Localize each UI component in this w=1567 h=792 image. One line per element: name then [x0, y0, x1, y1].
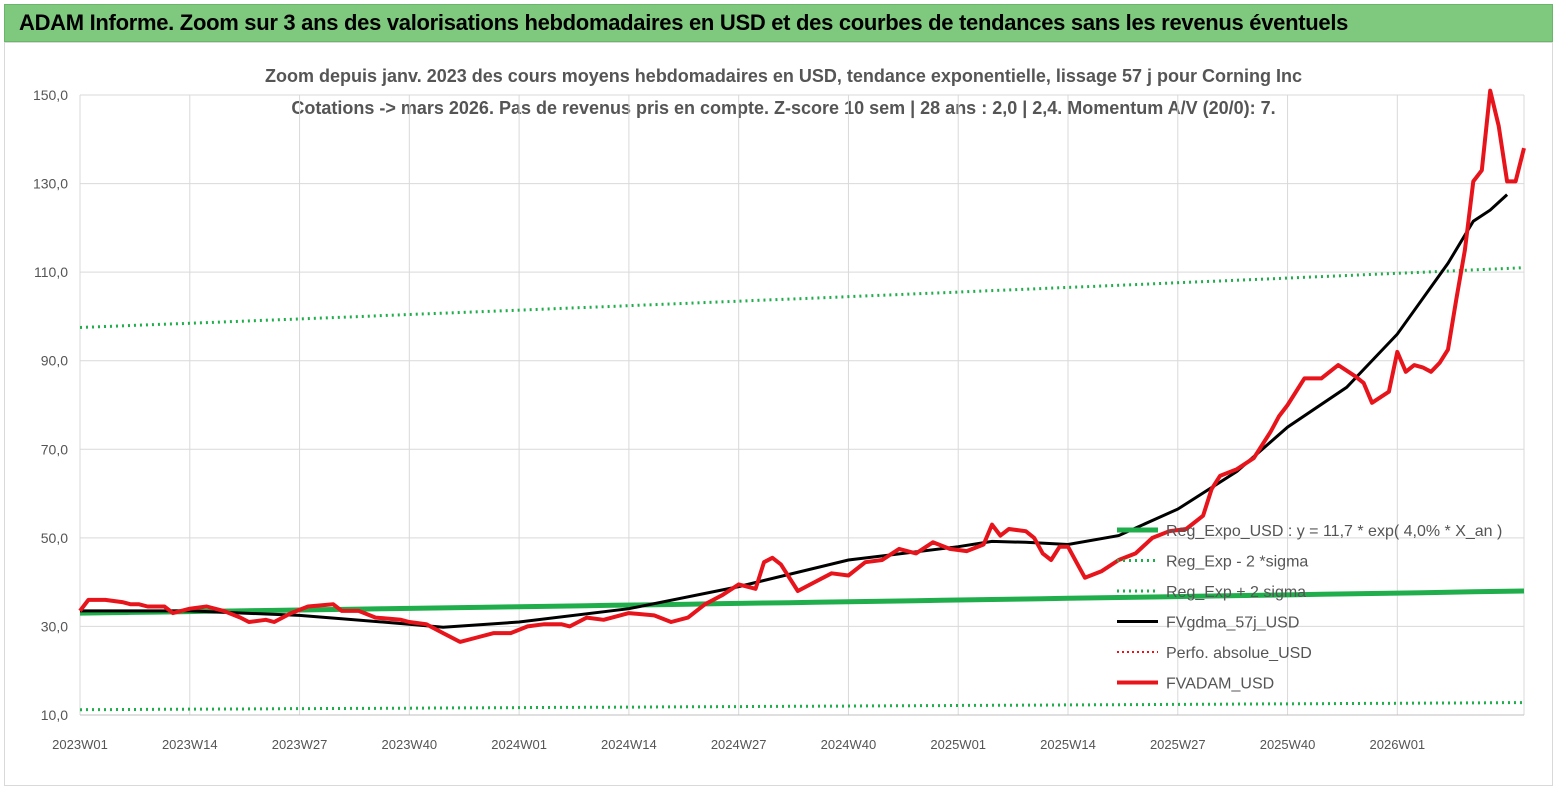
chart-title-line-1: Zoom depuis janv. 2023 des cours moyens … [265, 66, 1302, 86]
x-tick-label: 2023W14 [162, 737, 218, 752]
y-tick-label: 130,0 [33, 176, 68, 192]
y-tick-label: 110,0 [34, 264, 68, 280]
legend-absolute-perf-label: Perfo. absolue_USD [1166, 645, 1312, 662]
lower-band-line [79, 701, 1525, 712]
y-tick-label: 150,0 [33, 87, 68, 103]
upper-band-line [79, 266, 1525, 329]
x-tick-label: 2023W27 [272, 737, 328, 752]
x-tick-label: 2023W01 [52, 737, 108, 752]
legend-upper-band-label: Reg_Exp + 2 sigma [1166, 584, 1306, 601]
x-tick-label: 2025W01 [930, 737, 986, 752]
x-tick-label: 2026W01 [1370, 737, 1426, 752]
x-tick-label: 2023W40 [382, 737, 438, 752]
chart-title-line-2: Cotations -> mars 2026. Pas de revenus p… [291, 98, 1276, 118]
legend-trend-label: Reg_Expo_USD : y = 11,7 * exp( 4,0% * X_… [1166, 523, 1502, 540]
x-tick-label: 2024W40 [821, 737, 877, 752]
y-tick-label: 30,0 [41, 618, 68, 634]
x-tick-label: 2025W27 [1150, 737, 1206, 752]
banner-title: ADAM Informe. Zoom sur 3 ans des valoris… [19, 10, 1349, 35]
x-tick-label: 2024W27 [711, 737, 767, 752]
x-tick-label: 2024W14 [601, 737, 657, 752]
legend-lower-band-label: Reg_Exp - 2 *sigma [1166, 554, 1308, 571]
trend-line [79, 588, 1525, 616]
x-tick-label: 2024W01 [491, 737, 547, 752]
y-tick-label: 70,0 [41, 441, 68, 457]
y-tick-label: 90,0 [41, 353, 68, 369]
x-tick-label: 2025W14 [1040, 737, 1096, 752]
x-tick-label: 2025W40 [1260, 737, 1316, 752]
fvadam-price-line [78, 88, 1526, 644]
legend-smoothed-label: FVgdma_57j_USD [1166, 615, 1299, 632]
legend-fvadam-label: FVADAM_USD [1166, 676, 1274, 693]
y-tick-label: 10,0 [41, 707, 68, 723]
y-tick-label: 50,0 [41, 530, 68, 546]
report-banner: ADAM Informe. Zoom sur 3 ans des valoris… [4, 4, 1553, 42]
chart-frame [4, 42, 1553, 786]
